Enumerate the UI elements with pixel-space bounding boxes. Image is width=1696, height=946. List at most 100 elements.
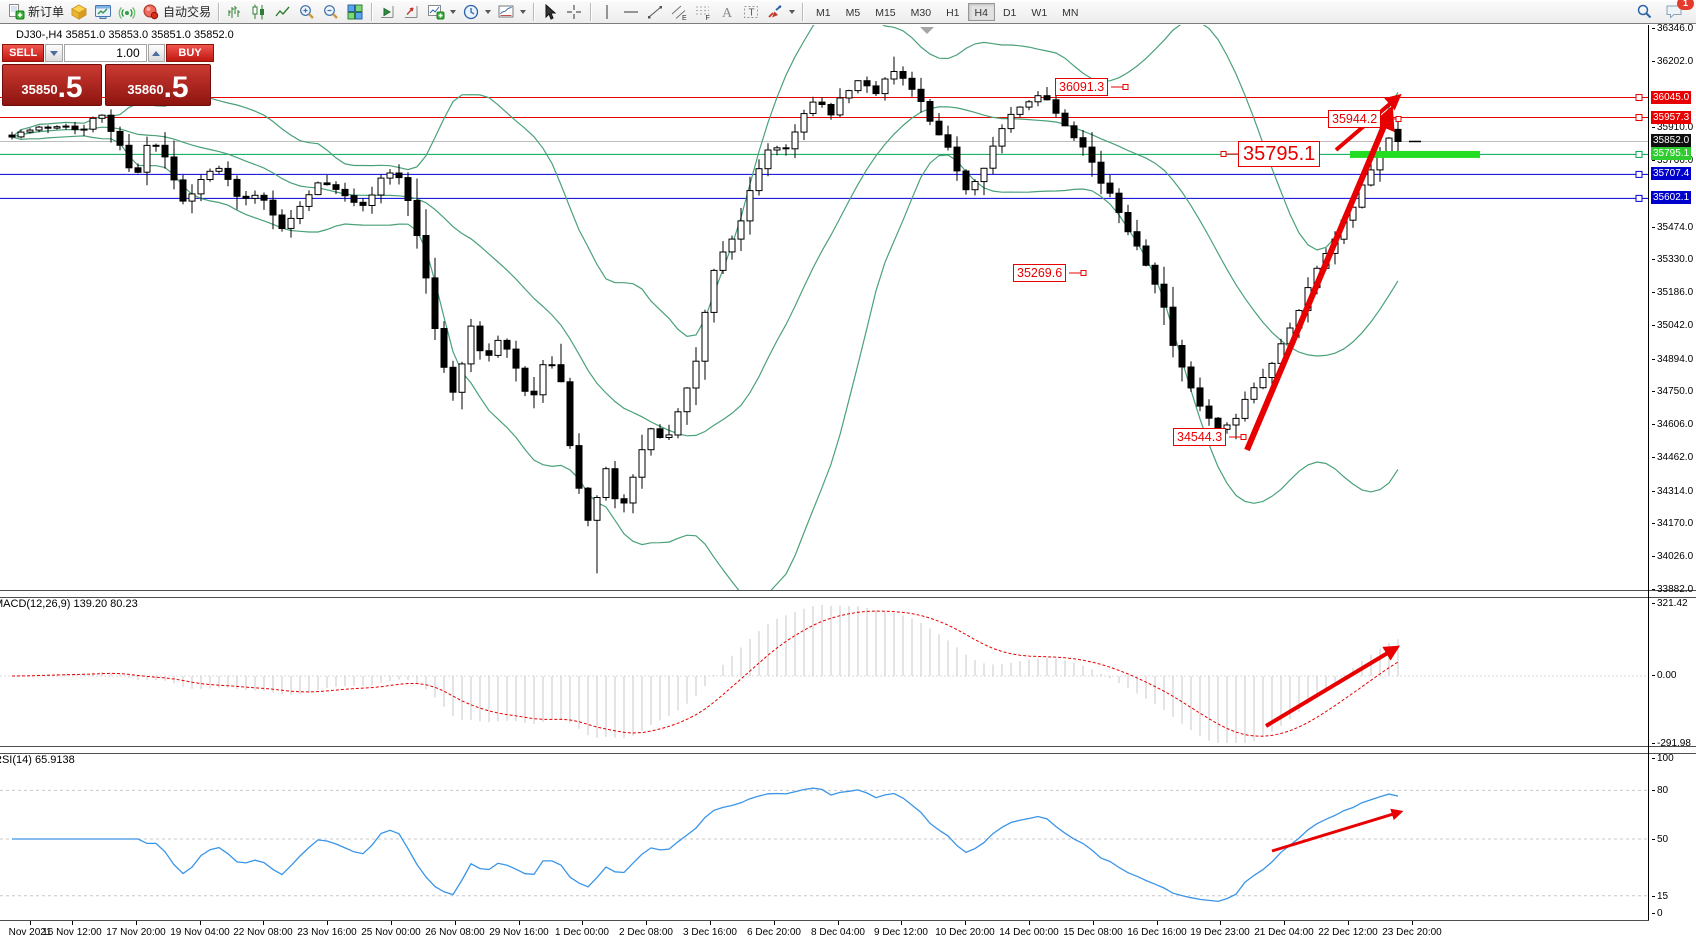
vertical-line-tool-button[interactable] [595, 1, 619, 23]
time-axis-tickmark [136, 921, 137, 925]
trendline-icon [646, 3, 664, 21]
toolbar-separator [371, 2, 373, 21]
timeframe-button-m30[interactable]: M30 [904, 3, 938, 21]
price-annotation-label[interactable]: 34544.3 [1173, 428, 1227, 446]
cursor-tool-button[interactable] [538, 1, 562, 23]
buy-button[interactable]: BUY [165, 44, 214, 62]
timeframe-button-m1[interactable]: M1 [809, 3, 838, 21]
auto-scroll-button[interactable] [376, 1, 400, 23]
buy-price-panel[interactable]: 35860.5 [105, 64, 211, 106]
volume-decrease-button[interactable] [45, 44, 63, 62]
market-button[interactable] [67, 1, 91, 23]
timeframe-button-h1[interactable]: H1 [939, 3, 966, 21]
line-chart-mode-button[interactable] [271, 1, 295, 23]
sell-price-main: 35850 [21, 82, 58, 97]
price-annotation-label[interactable]: 35944.2 [1328, 110, 1382, 128]
search-button[interactable] [1632, 1, 1656, 23]
periods-button[interactable] [459, 1, 494, 23]
text-label-tool-button[interactable]: T [739, 1, 763, 23]
rsi-axis-tick: 15 [1652, 891, 1668, 902]
time-axis-tickmark [1220, 921, 1221, 925]
auto-trading-button[interactable]: 自动交易 [139, 1, 214, 23]
macd-axis-tick: -291.98 [1652, 738, 1691, 749]
time-axis-tickmark [200, 921, 201, 925]
sell-button[interactable]: SELL [2, 44, 45, 62]
text-icon: A [718, 3, 736, 21]
timeframe-button-m5[interactable]: M5 [839, 3, 868, 21]
periods-clock-icon [462, 3, 480, 21]
time-axis-tickmark [774, 921, 775, 925]
volume-input[interactable]: 1.00 [63, 44, 147, 62]
new-order-icon [7, 3, 25, 21]
crosshair-tool-button[interactable] [562, 1, 586, 23]
time-axis-label: 1 Dec 00:00 [555, 927, 609, 938]
volume-increase-button[interactable] [147, 44, 165, 62]
notifications-button[interactable]: 1 [1662, 0, 1694, 23]
time-axis-tickmark [1284, 921, 1285, 925]
price-axis-tick: 35910.0 [1652, 122, 1693, 133]
cursor-icon [541, 3, 559, 21]
bar-chart-mode-button[interactable] [223, 1, 247, 23]
shapes-tool-button[interactable] [763, 1, 798, 23]
timeframe-button-h4[interactable]: H4 [967, 2, 995, 21]
time-axis-tickmark [646, 921, 647, 925]
rsi-axis-tick: 50 [1652, 834, 1668, 845]
crosshair-icon [565, 3, 583, 21]
timeframe-button-mn[interactable]: MN [1055, 3, 1085, 21]
tile-windows-icon [346, 3, 364, 21]
pane-separator[interactable] [0, 590, 1696, 598]
macd-indicator-pane[interactable] [0, 596, 1648, 746]
time-axis-label: 19 Dec 23:00 [1190, 927, 1250, 938]
time-axis-label: 3 Dec 16:00 [683, 927, 737, 938]
zoom-out-button[interactable] [319, 1, 343, 23]
rsi-indicator-pane[interactable] [0, 752, 1648, 920]
time-axis[interactable]: Nov 2021 16 Nov 12:00 17 Nov 20:00 19 Nov 0… [0, 921, 1649, 946]
time-axis-label: 26 Nov 08:00 [425, 927, 485, 938]
charts-window-button[interactable] [91, 1, 115, 23]
price-axis[interactable]: 36346.0 36202.0 35910.0 35766.0 35474.0 35330… [1650, 0, 1696, 946]
price-annotation-label[interactable]: 35795.1 [1238, 141, 1321, 167]
fibonacci-tool-button[interactable]: F [691, 1, 715, 23]
signals-icon [118, 3, 136, 21]
new-order-button[interactable]: 新订单 [4, 1, 67, 23]
main-price-chart[interactable] [0, 25, 1648, 590]
tile-windows-button[interactable] [343, 1, 367, 23]
pane-separator[interactable] [0, 746, 1696, 754]
buy-price-main: 35860 [127, 82, 164, 97]
new-chart-button[interactable] [424, 1, 459, 23]
price-axis-tick: 34462.0 [1652, 452, 1693, 463]
zoom-in-button[interactable] [295, 1, 319, 23]
timeframe-button-w1[interactable]: W1 [1024, 3, 1054, 21]
price-axis-tick: 35186.0 [1652, 287, 1693, 298]
time-axis-tickmark [391, 921, 392, 925]
horizontal-line-tool-button[interactable] [619, 1, 643, 23]
shapes-arrows-icon [766, 3, 784, 21]
price-annotation-label[interactable]: 36091.3 [1055, 78, 1109, 96]
candle-chart-mode-button[interactable] [247, 1, 271, 23]
timeframe-button-m15[interactable]: M15 [868, 3, 902, 21]
time-axis-label: 9 Dec 12:00 [874, 927, 928, 938]
svg-text:A: A [722, 6, 733, 21]
trendline-tool-button[interactable] [643, 1, 667, 23]
chart-shift-button[interactable] [400, 1, 424, 23]
templates-button[interactable] [494, 1, 529, 23]
bar-chart-icon [226, 3, 244, 21]
timeframe-button-d1[interactable]: D1 [996, 3, 1023, 21]
price-axis-tick: 35042.0 [1652, 320, 1693, 331]
time-axis-tickmark [965, 921, 966, 925]
signals-button[interactable] [115, 1, 139, 23]
svg-text:F: F [706, 15, 710, 21]
buy-price-fraction: .5 [163, 71, 189, 104]
toolbar-separator [218, 2, 220, 21]
rsi-axis-tick: 0 [1652, 908, 1663, 919]
triangle-up-icon [152, 50, 161, 56]
sell-price-panel[interactable]: 35850.5 [2, 64, 102, 106]
text-tool-button[interactable]: A [715, 1, 739, 23]
main-toolbar: 新订单 自动交易 E F A T M1 M5 M15 M30 [0, 0, 1696, 24]
time-axis-label: 21 Dec 04:00 [1254, 927, 1314, 938]
time-axis-label: 10 Dec 20:00 [935, 927, 995, 938]
time-axis-label: 29 Nov 16:00 [489, 927, 549, 938]
price-annotation-label[interactable]: 35269.6 [1013, 264, 1067, 282]
equidistant-channel-tool-button[interactable]: E [667, 1, 691, 23]
candle-chart-icon [250, 3, 268, 21]
